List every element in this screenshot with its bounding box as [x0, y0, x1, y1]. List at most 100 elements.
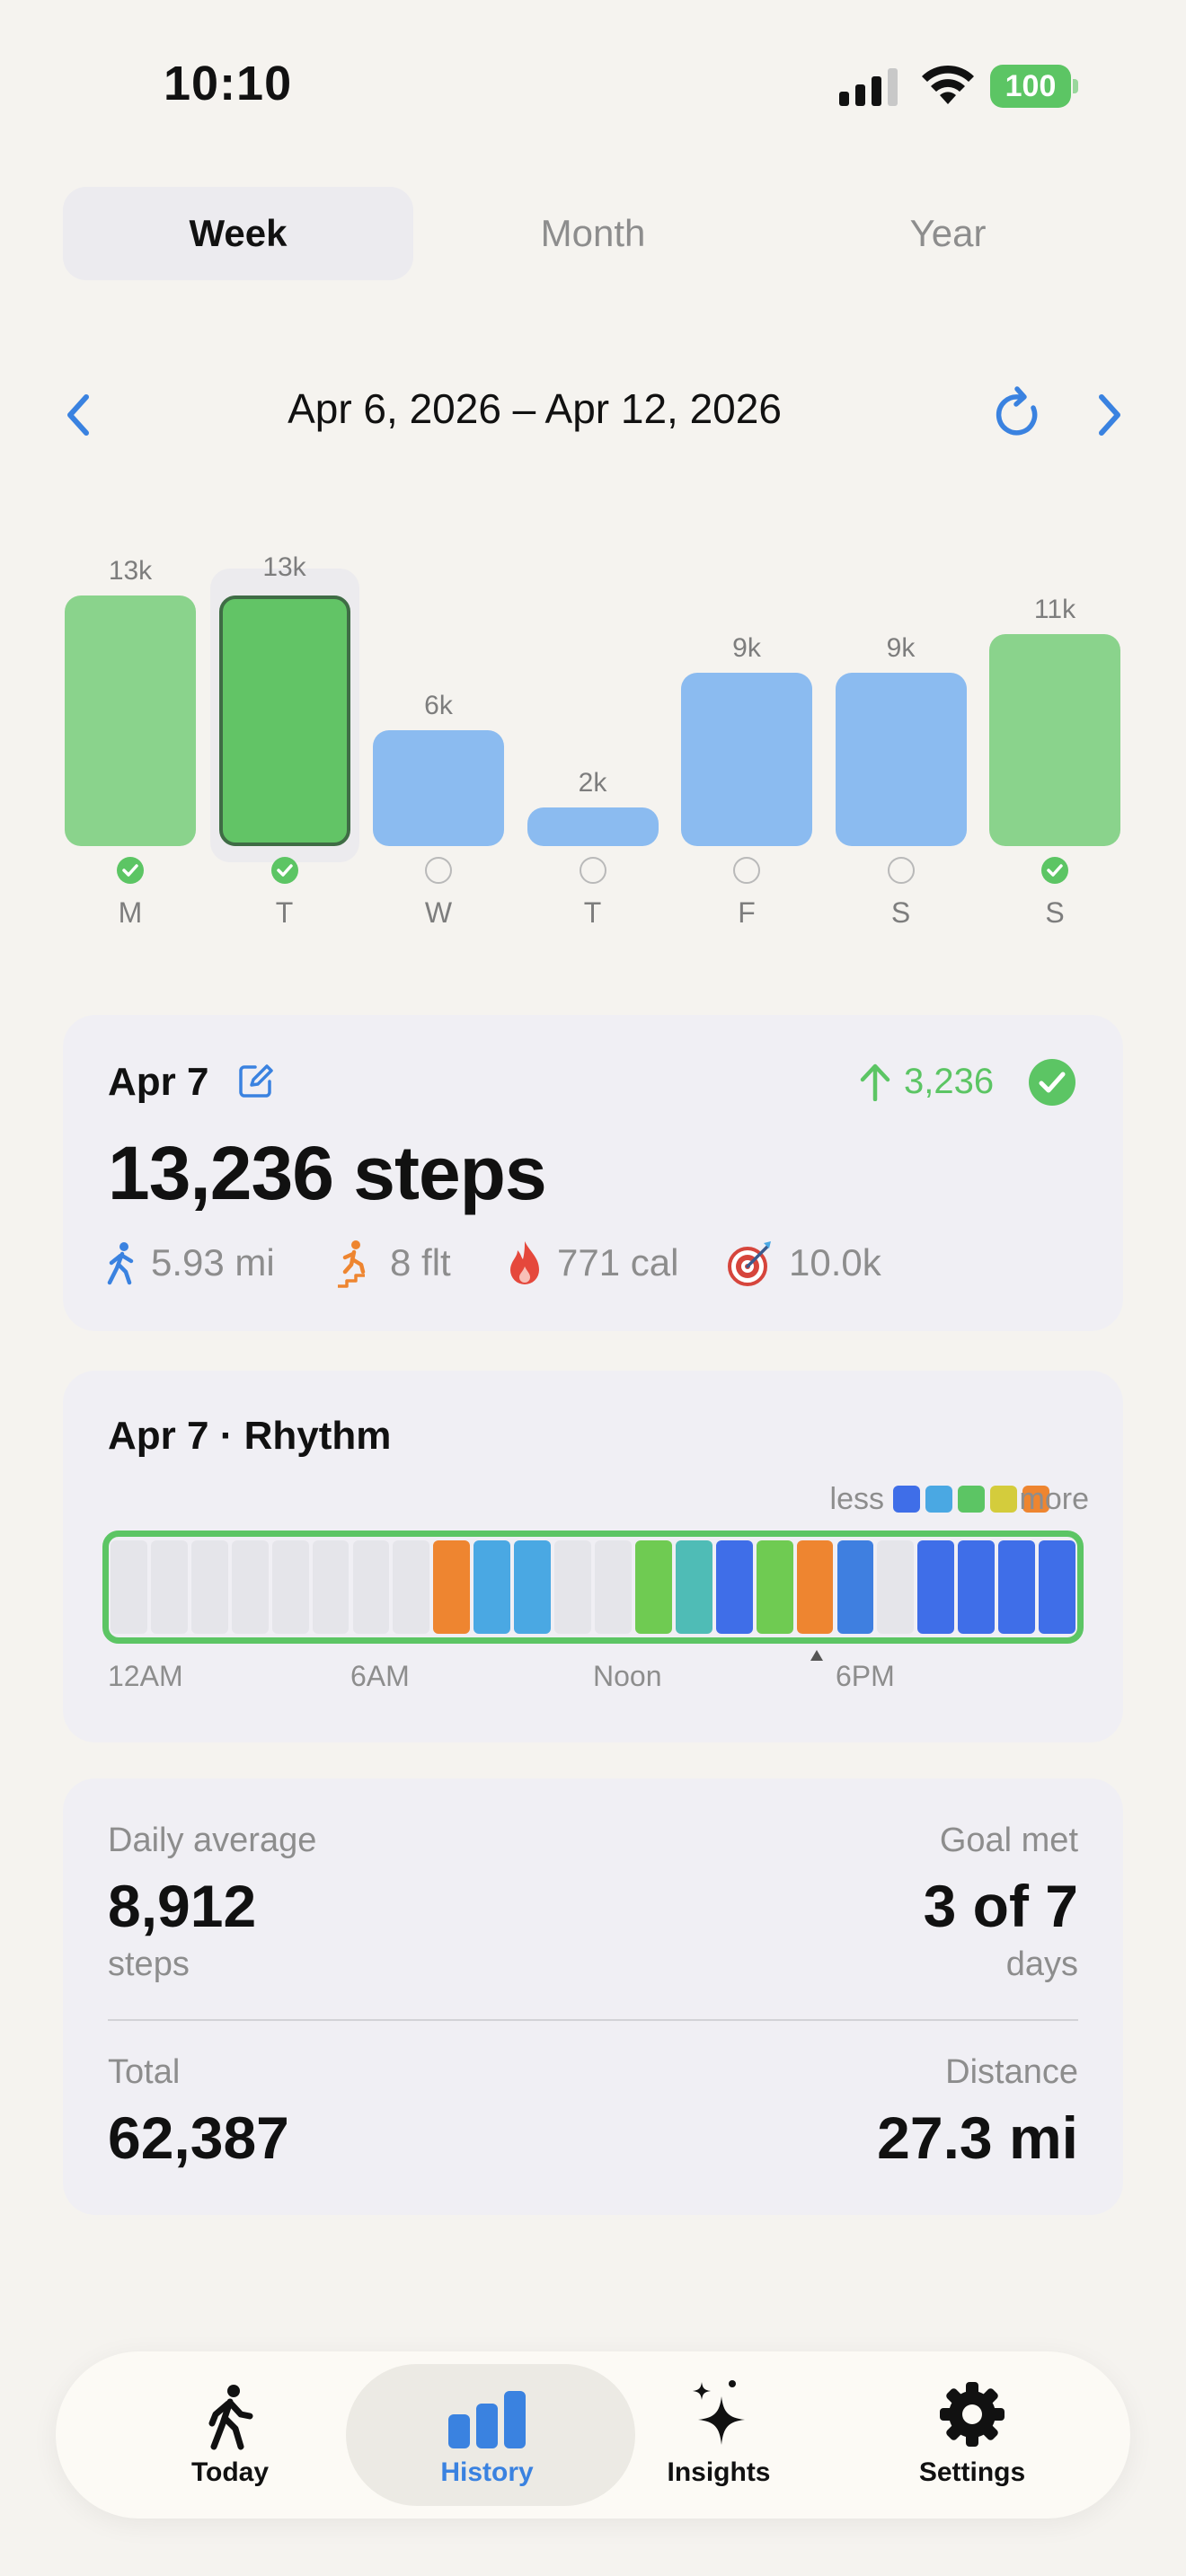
hour-cell: [150, 1540, 188, 1634]
day-distance: 5.93 mi: [151, 1241, 275, 1284]
arrow-up-icon: [860, 1063, 890, 1101]
day-bar[interactable]: [373, 730, 504, 846]
goal-missed-circle-icon: [733, 857, 760, 884]
hour-cell: [111, 1540, 147, 1634]
summary-divider: [108, 2019, 1078, 2021]
period-segmented-control: Week Month Year: [63, 187, 1123, 280]
tab-today[interactable]: Today: [95, 2351, 365, 2519]
goal-missed-circle-icon: [887, 857, 915, 884]
day-bar[interactable]: [681, 673, 812, 846]
day-label: W: [424, 896, 453, 929]
bar-value-label: 11k: [1033, 595, 1076, 624]
goal-met-check-icon: [270, 857, 298, 884]
bar-value-label: 6k: [424, 691, 453, 720]
tab-history[interactable]: History: [346, 2351, 635, 2519]
rhythm-title: Apr 7 · Rhythm: [108, 1414, 392, 1458]
next-week-chevron-icon[interactable]: [1082, 388, 1136, 442]
bar-value-label: 2k: [578, 768, 607, 798]
segment-year[interactable]: Year: [909, 212, 987, 254]
steps-over-goal: 3,236: [904, 1062, 995, 1101]
daily-average-value: 8,912: [108, 1873, 257, 1939]
goal-met-check-icon: [117, 857, 144, 884]
day-label: F: [738, 896, 756, 929]
axis-label-12am: 12AM: [108, 1660, 183, 1692]
hour-cell: [998, 1540, 1036, 1634]
daily-average-label: Daily average: [108, 1822, 317, 1859]
day-label: S: [1045, 896, 1065, 929]
day-label: M: [118, 896, 143, 929]
segment-week[interactable]: Week: [63, 187, 413, 280]
hour-cell: [715, 1540, 753, 1634]
goal-met-label: Goal met: [939, 1822, 1078, 1859]
walking-figure-icon: [107, 1242, 134, 1285]
axis-label-6am: 6AM: [350, 1660, 410, 1692]
goal-met-unit: days: [1005, 1945, 1078, 1983]
hour-cell: [917, 1540, 955, 1634]
legend-swatch: [958, 1486, 985, 1513]
hour-cell: [554, 1540, 591, 1634]
bar-value-label: 9k: [732, 633, 761, 663]
goal-met-check-icon: [1029, 1059, 1075, 1106]
refresh-icon[interactable]: [990, 386, 1048, 444]
day-label: S: [890, 896, 911, 929]
legend-swatch: [1022, 1486, 1049, 1513]
status-time: 10:10: [164, 57, 293, 110]
hour-cell: [836, 1540, 874, 1634]
hour-cell: [595, 1540, 632, 1634]
day-floors: 8 flt: [390, 1241, 451, 1284]
hour-cell: [352, 1540, 390, 1634]
goal-missed-circle-icon: [579, 857, 606, 884]
distance-value: 27.3 mi: [877, 2104, 1078, 2171]
distance-label: Distance: [945, 2053, 1078, 2091]
day-bar[interactable]: [989, 634, 1120, 846]
legend-swatch: [925, 1486, 952, 1513]
day-label: T: [583, 896, 602, 929]
legend-swatch: [990, 1486, 1017, 1513]
stairs-climbing-icon: [338, 1240, 366, 1288]
bar-value-label: 13k: [262, 552, 306, 582]
day-card-date: Apr 7: [108, 1060, 209, 1104]
bar-chart-icon: [448, 2391, 526, 2448]
bar-value-label: 13k: [108, 556, 153, 586]
week-summary-card: Daily average 8,912 steps Goal met 3 of …: [63, 1778, 1123, 2215]
sparkles-icon: [693, 2380, 745, 2445]
rhythm-timeline: [102, 1531, 1084, 1644]
day-bar[interactable]: [218, 595, 350, 846]
day-goal: 10.0k: [789, 1241, 881, 1284]
hour-cell: [796, 1540, 834, 1634]
tab-settings-label: Settings: [918, 2457, 1026, 2487]
hour-cell: [675, 1540, 712, 1634]
tab-insights[interactable]: Insights: [584, 2351, 854, 2519]
weekly-steps-chart: 13k M 13k T 6k W 2k T 9k F 9k S 11k S: [0, 503, 1186, 952]
tab-history-label: History: [440, 2457, 534, 2487]
legend-swatch: [893, 1486, 920, 1513]
tab-insights-label: Insights: [667, 2457, 771, 2487]
rhythm-card: Apr 7 · Rhythm less more 12AM 6AM Noon 6…: [63, 1371, 1123, 1742]
day-bar[interactable]: [527, 807, 659, 846]
battery-icon: 100: [990, 65, 1078, 108]
day-detail-card[interactable]: Apr 7 3,236 13,236 steps 5.93 mi 8 flt 7…: [63, 1015, 1123, 1331]
day-calories: 771 cal: [557, 1241, 679, 1284]
hour-cell: [271, 1540, 309, 1634]
hour-cell: [190, 1540, 228, 1634]
day-bar[interactable]: [835, 673, 967, 846]
cellular-signal-icon: [839, 68, 898, 106]
hour-cell: [231, 1540, 269, 1634]
hour-cell: [312, 1540, 350, 1634]
day-bar[interactable]: [65, 595, 196, 846]
edit-icon[interactable]: [237, 1062, 275, 1099]
rhythm-legend: [893, 1486, 1049, 1514]
flame-icon: [510, 1241, 539, 1284]
goal-met-check-icon: [1041, 857, 1068, 884]
hour-cell: [393, 1540, 430, 1634]
previous-week-chevron-icon[interactable]: [52, 388, 106, 442]
total-value: 62,387: [108, 2104, 289, 2171]
tab-bar: Today History Insights Sett: [56, 2351, 1130, 2519]
axis-label-noon: Noon: [593, 1660, 662, 1692]
tab-settings[interactable]: Settings: [837, 2351, 1107, 2519]
tab-today-label: Today: [190, 2457, 270, 2487]
goal-met-value: 3 of 7: [923, 1873, 1078, 1939]
gear-icon: [940, 2382, 1005, 2447]
battery-level: 100: [1005, 69, 1057, 103]
segment-month[interactable]: Month: [540, 212, 646, 254]
